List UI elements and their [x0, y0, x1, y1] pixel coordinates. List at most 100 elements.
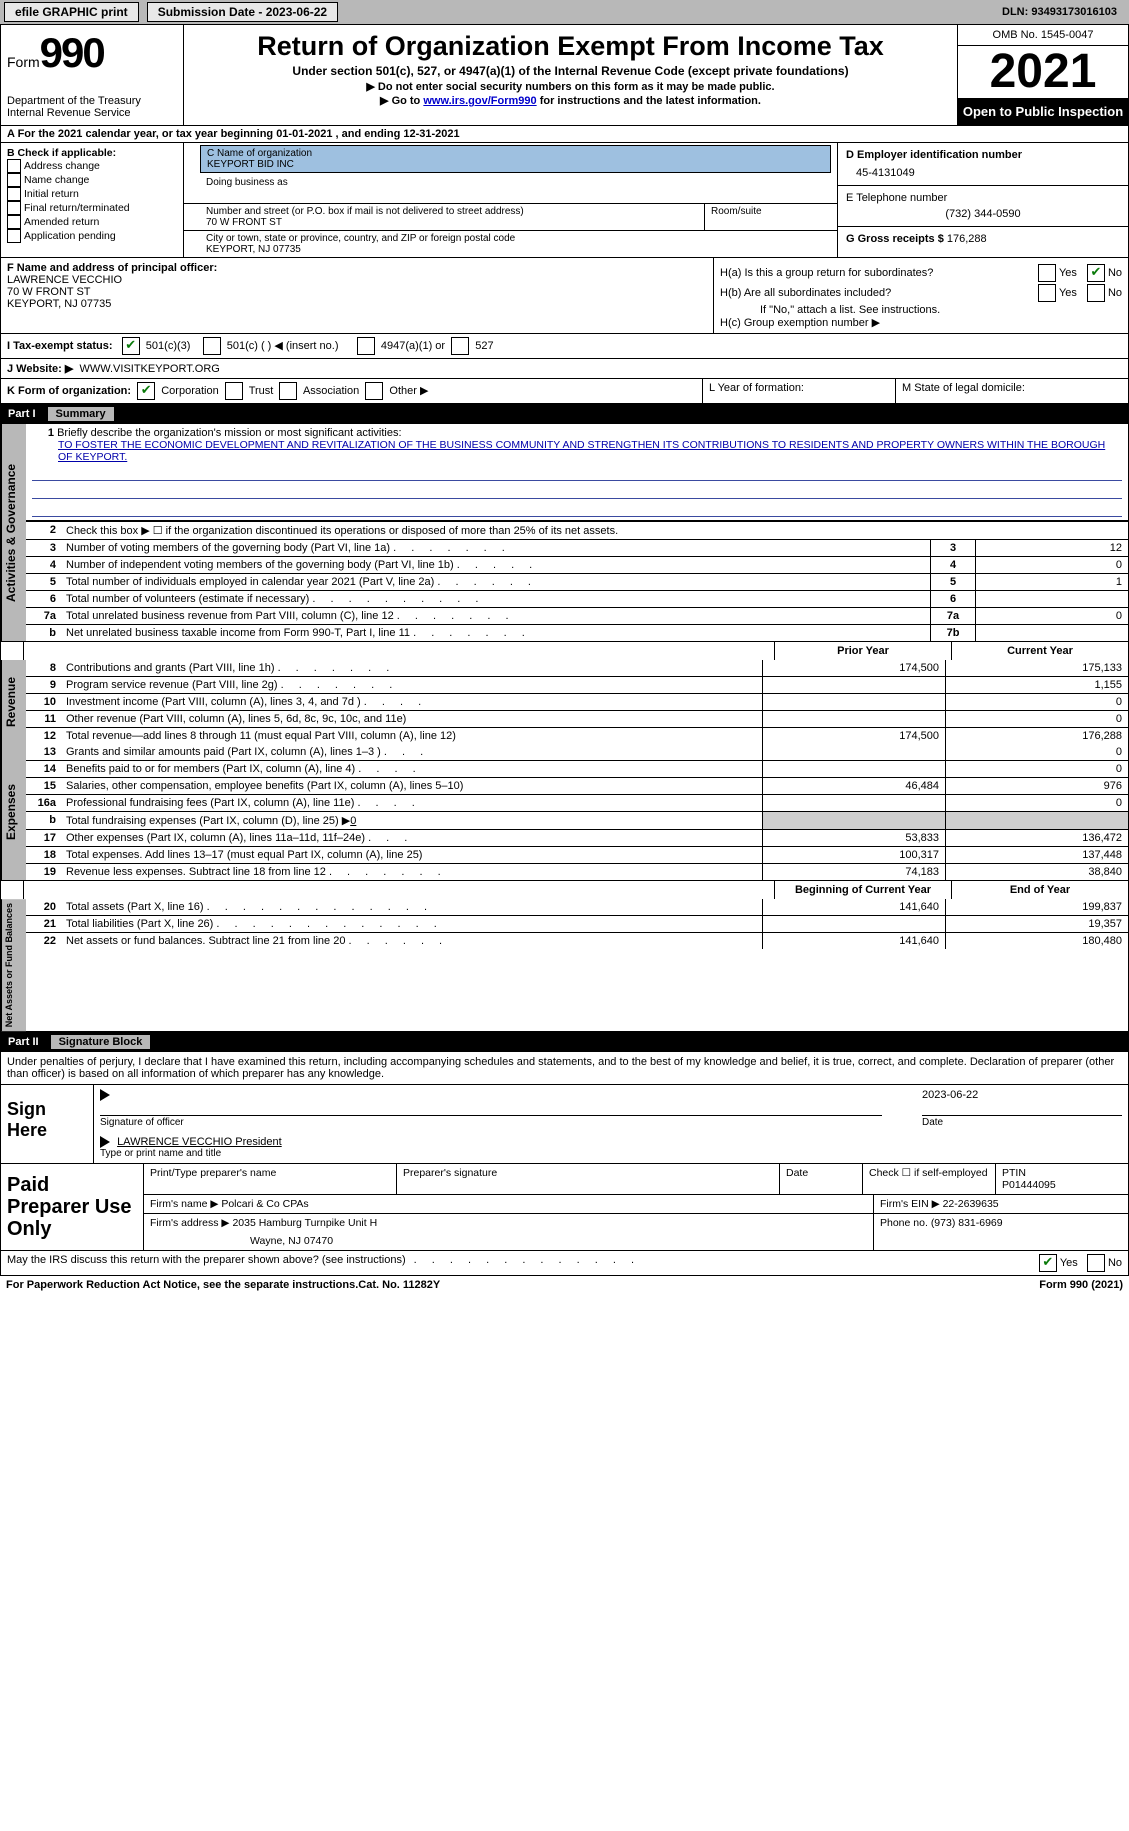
check-address-change[interactable] [7, 159, 21, 173]
hb-no[interactable] [1087, 284, 1105, 302]
top-toolbar: efile GRAPHIC print Submission Date - 20… [0, 0, 1129, 25]
b-opt-5: Application pending [24, 230, 116, 242]
part1-title: Summary [48, 407, 114, 421]
efile-print-button[interactable]: efile GRAPHIC print [4, 2, 139, 22]
l21: Total liabilities (Part X, line 26) [66, 918, 213, 930]
pp-check-lbl: Check ☐ if self-employed [863, 1164, 996, 1194]
p19: 74,183 [762, 864, 945, 880]
row-j: J Website: ▶ WWW.VISITKEYPORT.ORG [0, 359, 1129, 379]
firm-addr2: Wayne, NJ 07470 [150, 1235, 867, 1247]
b-opt-1: Name change [24, 174, 89, 186]
pra-notice: For Paperwork Reduction Act Notice, see … [6, 1279, 358, 1291]
v6 [975, 591, 1128, 607]
opt-527: 527 [475, 340, 493, 352]
submission-date-button[interactable]: Submission Date - 2023-06-22 [147, 2, 338, 22]
l12: Total revenue—add lines 8 through 11 (mu… [62, 728, 762, 744]
p14 [762, 761, 945, 777]
part2-title: Signature Block [51, 1035, 151, 1049]
part1-body: Activities & Governance 1 Briefly descri… [0, 424, 1129, 1032]
officer-addr2: KEYPORT, NJ 07735 [7, 298, 707, 310]
date-label: Date [922, 1115, 1122, 1128]
vtab-revenue: Revenue [1, 660, 26, 744]
l8: Contributions and grants (Part VIII, lin… [66, 662, 275, 674]
period-row: A For the 2021 calendar year, or tax yea… [0, 126, 1129, 143]
form-title: Return of Organization Exempt From Incom… [192, 31, 949, 62]
cat-no: Cat. No. 11282Y [358, 1279, 440, 1291]
phone-value: (732) 344-0590 [846, 208, 1120, 220]
c12: 176,288 [945, 728, 1128, 744]
l6-text: Total number of volunteers (estimate if … [66, 593, 309, 605]
addr-label: Number and street (or P.O. box if mail i… [206, 206, 698, 217]
hb-yes[interactable] [1038, 284, 1056, 302]
pp-date-lbl: Date [780, 1164, 863, 1194]
discuss-no[interactable] [1087, 1254, 1105, 1272]
check-trust[interactable] [225, 382, 243, 400]
ha-no[interactable] [1087, 264, 1105, 282]
no-lbl: No [1108, 267, 1122, 279]
check-4947[interactable] [357, 337, 375, 355]
row-i: I Tax-exempt status: 501(c)(3) 501(c) ( … [0, 334, 1129, 359]
form-number: 990 [40, 29, 104, 76]
p12: 174,500 [762, 728, 945, 744]
v5: 1 [975, 574, 1128, 590]
ein-label: D Employer identification number [846, 149, 1120, 161]
l20: Total assets (Part X, line 16) [66, 901, 204, 913]
ha-label: H(a) Is this a group return for subordin… [720, 267, 1038, 279]
firm-name-lbl: Firm's name ▶ [150, 1198, 218, 1210]
l2-text: Check this box ▶ ☐ if the organization d… [62, 522, 1128, 539]
tax-year: 2021 [958, 46, 1128, 98]
check-initial-return[interactable] [7, 187, 21, 201]
section-bcd: B Check if applicable: Address change Na… [0, 143, 1129, 258]
hb-label: H(b) Are all subordinates included? [720, 287, 1038, 299]
firm-phone: (973) 831-6969 [931, 1217, 1003, 1229]
firm-phone-lbl: Phone no. [880, 1217, 928, 1229]
check-527[interactable] [451, 337, 469, 355]
pp-name-lbl: Print/Type preparer's name [144, 1164, 397, 1194]
p10 [762, 694, 945, 710]
l14: Benefits paid to or for members (Part IX… [66, 763, 355, 775]
l18: Total expenses. Add lines 13–17 (must eq… [62, 847, 762, 863]
b-opt-0: Address change [24, 160, 100, 172]
mission-text: TO FOSTER THE ECONOMIC DEVELOPMENT AND R… [58, 439, 1122, 463]
l-label: L Year of formation: [703, 379, 896, 403]
part2-header: Part II Signature Block [0, 1032, 1129, 1052]
check-app-pending[interactable] [7, 229, 21, 243]
c-name-label: C Name of organization [207, 148, 824, 159]
check-501c3[interactable] [122, 337, 140, 355]
l3-text: Number of voting members of the governin… [66, 542, 390, 554]
arrow-icon [100, 1089, 110, 1101]
goto-pre: ▶ Go to [380, 95, 423, 107]
check-501c-other[interactable] [203, 337, 221, 355]
v7a: 0 [975, 608, 1128, 624]
c17: 136,472 [945, 830, 1128, 846]
check-amended[interactable] [7, 215, 21, 229]
irs-label: Internal Revenue Service [7, 107, 177, 119]
ha-yes[interactable] [1038, 264, 1056, 282]
firm-addr-lbl: Firm's address ▶ [150, 1217, 230, 1229]
p20: 141,640 [762, 899, 945, 915]
ein-value: 45-4131049 [846, 167, 1120, 179]
irs-link[interactable]: www.irs.gov/Form990 [423, 95, 536, 107]
dba-label: Doing business as [206, 177, 831, 188]
part1-header: Part I Summary [0, 404, 1129, 424]
vtab-activities: Activities & Governance [1, 424, 26, 641]
discuss-yes[interactable] [1039, 1254, 1057, 1272]
c15: 976 [945, 778, 1128, 794]
sig-officer-label: Signature of officer [100, 1115, 882, 1128]
check-final-return[interactable] [7, 201, 21, 215]
check-name-change[interactable] [7, 173, 21, 187]
c20: 199,837 [945, 899, 1128, 915]
check-other[interactable] [365, 382, 383, 400]
l19: Revenue less expenses. Subtract line 18 … [66, 866, 326, 878]
org-name: KEYPORT BID INC [207, 159, 824, 170]
check-corp[interactable] [137, 382, 155, 400]
discuss-yes-lbl: Yes [1060, 1257, 1078, 1269]
check-assoc[interactable] [279, 382, 297, 400]
no-lbl2: No [1108, 287, 1122, 299]
l22: Net assets or fund balances. Subtract li… [66, 935, 345, 947]
opt-501c3: 501(c)(3) [146, 340, 191, 352]
dept-treasury: Department of the Treasury [7, 95, 177, 107]
ptin-lbl: PTIN [1002, 1167, 1122, 1179]
c9: 1,155 [945, 677, 1128, 693]
eoy-hdr: End of Year [951, 881, 1128, 899]
